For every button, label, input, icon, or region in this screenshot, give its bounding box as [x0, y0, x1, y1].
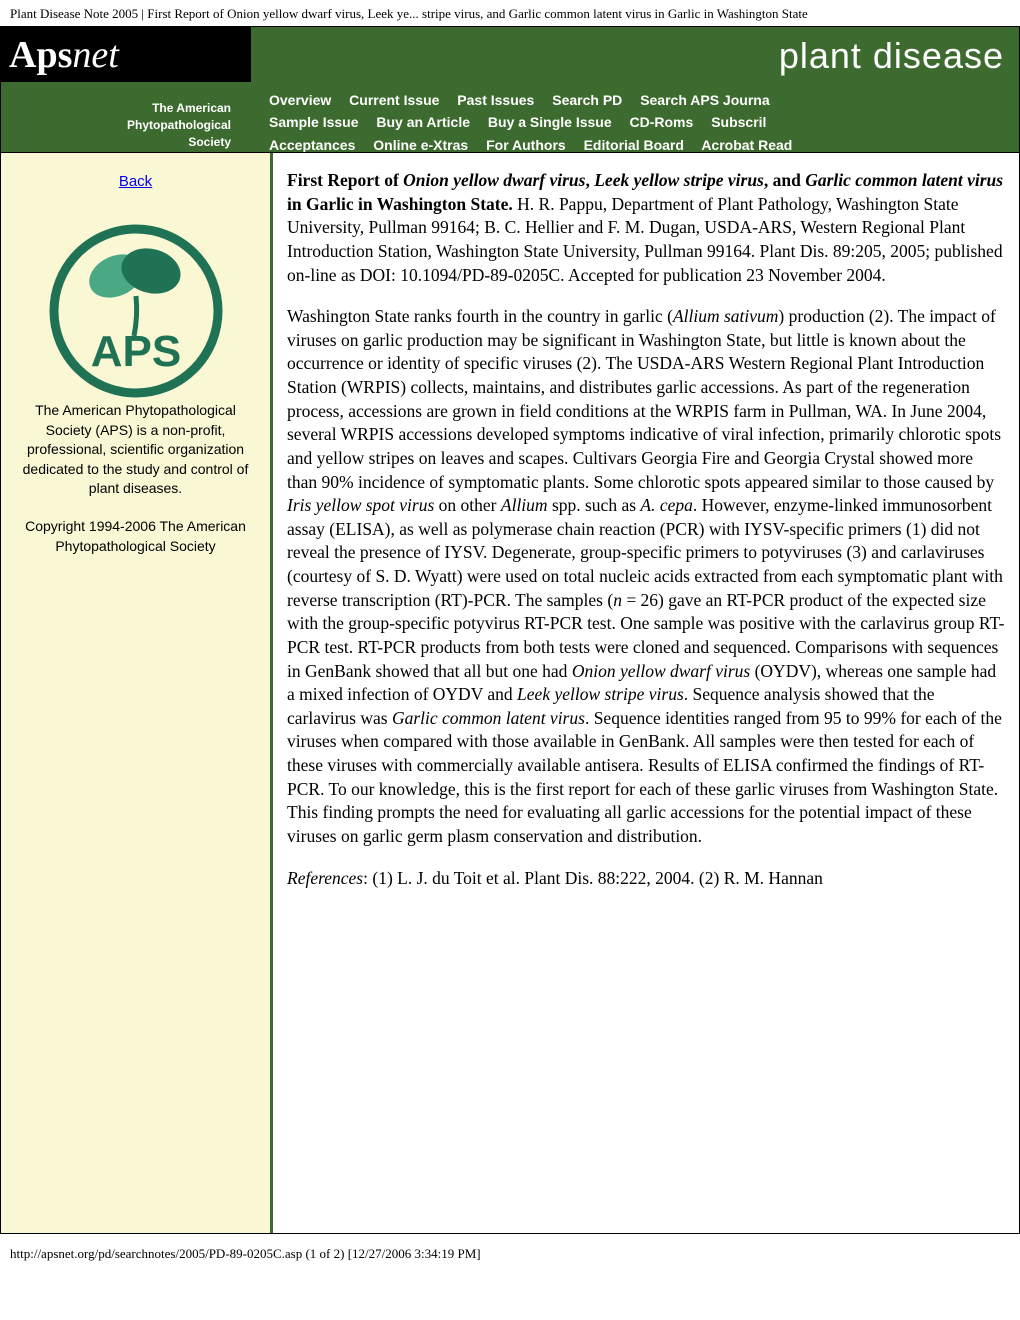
nav-acrobat[interactable]: Acrobat Read [701, 137, 792, 152]
nav-editorial[interactable]: Editorial Board [584, 137, 684, 152]
apsnet-logo-text: Apsnet [9, 33, 119, 77]
sidebar-about: The American Phytopathological Society (… [11, 401, 260, 499]
nav-acceptances[interactable]: Acceptances [269, 137, 355, 152]
sidebar-copyright: Copyright 1994-2006 The American Phytopa… [11, 517, 260, 556]
page-meta-header: Plant Disease Note 2005 | First Report o… [0, 0, 1020, 26]
svg-text:APS: APS [90, 327, 180, 376]
aps-subtitle: The American Phytopathological Society [1, 82, 251, 150]
back-link[interactable]: Back [119, 173, 152, 190]
article-header-para: First Report of Onion yellow dwarf virus… [287, 169, 1005, 287]
nav-past-issues[interactable]: Past Issues [457, 92, 534, 108]
apsnet-logo: Apsnet [1, 27, 251, 82]
nav-overview[interactable]: Overview [269, 92, 331, 108]
nav-authors[interactable]: For Authors [486, 137, 566, 152]
nav-extras[interactable]: Online e-Xtras [373, 137, 468, 152]
main-content: Back APS The American Phytopathological … [0, 153, 1020, 1234]
aps-logo-icon: APS [46, 221, 226, 401]
article-body-para: Washington State ranks fourth in the cou… [287, 305, 1005, 848]
site-banner: Apsnet The American Phytopathological So… [0, 26, 1020, 153]
footer-url: http://apsnet.org/pd/searchnotes/2005/PD… [0, 1234, 1020, 1274]
article-references: References: (1) L. J. du Toit et al. Pla… [287, 867, 1005, 891]
nav-search-aps[interactable]: Search APS Journa [640, 92, 769, 108]
nav-subscribe[interactable]: Subscril [711, 114, 766, 130]
nav-links: Overview Current Issue Past Issues Searc… [251, 77, 1019, 152]
nav-current-issue[interactable]: Current Issue [349, 92, 439, 108]
nav-buy-article[interactable]: Buy an Article [376, 114, 470, 130]
banner-left: Apsnet The American Phytopathological So… [1, 27, 251, 152]
nav-buy-single-issue[interactable]: Buy a Single Issue [488, 114, 612, 130]
nav-cdroms[interactable]: CD-Roms [630, 114, 694, 130]
banner-right: plant disease Overview Current Issue Pas… [251, 27, 1019, 152]
journal-title: plant disease [251, 27, 1019, 77]
nav-search-pd[interactable]: Search PD [552, 92, 622, 108]
article-body: First Report of Onion yellow dwarf virus… [273, 153, 1019, 1233]
sidebar: Back APS The American Phytopathological … [1, 153, 273, 1233]
nav-sample-issue[interactable]: Sample Issue [269, 114, 359, 130]
